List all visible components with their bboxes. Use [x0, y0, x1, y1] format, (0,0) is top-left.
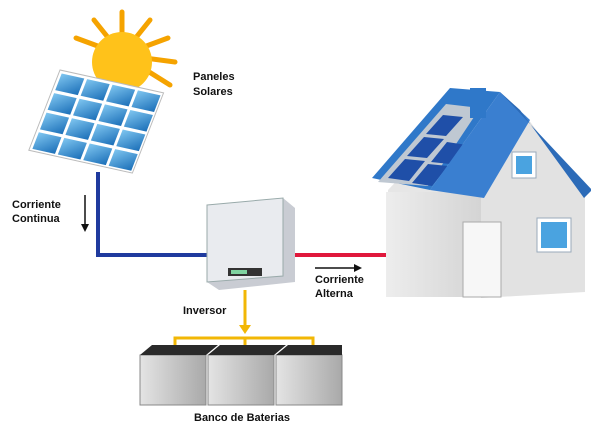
solar-panel — [28, 69, 165, 174]
dc-label: Continua — [12, 213, 61, 225]
dc-label: Corriente — [12, 199, 61, 211]
inverter — [206, 197, 295, 290]
panels-label: Solares — [193, 86, 233, 98]
batteries — [139, 345, 343, 406]
panels-label: Paneles — [193, 71, 235, 83]
sun — [73, 9, 178, 92]
battery-arrow — [239, 325, 251, 334]
house — [372, 88, 591, 298]
inverter-label: Inversor — [183, 305, 227, 317]
batteries-label: Banco de Baterias — [194, 412, 290, 424]
ac-label: Alterna — [315, 288, 354, 300]
ac-label: Corriente — [315, 274, 364, 286]
battery-wire — [173, 290, 315, 352]
dc-arrow-head — [81, 224, 89, 232]
dc-wire — [96, 172, 207, 257]
ac-arrow-head — [354, 264, 362, 272]
